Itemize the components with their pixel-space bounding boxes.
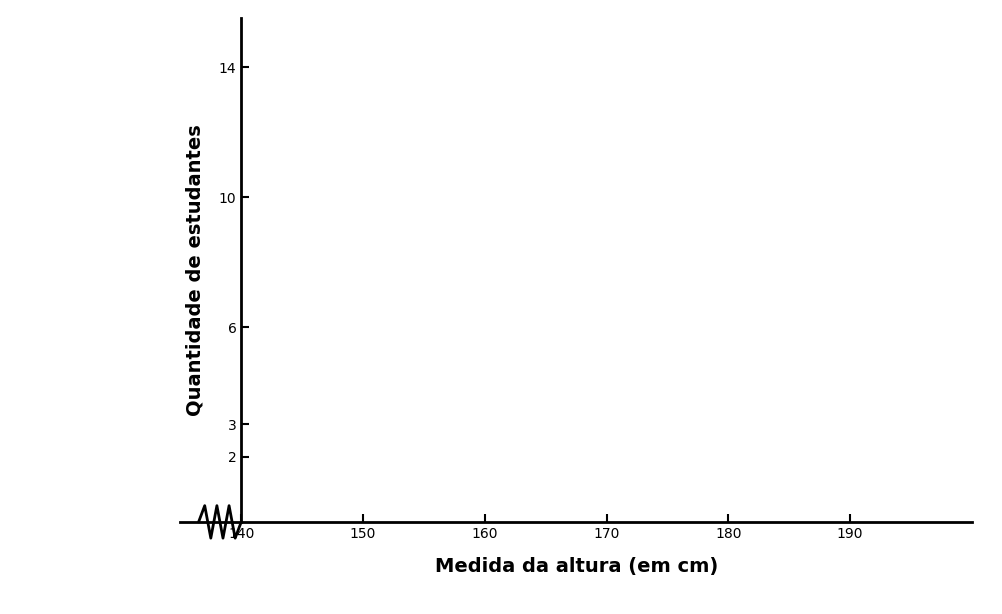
Y-axis label: Quantidade de estudantes: Quantidade de estudantes [186, 124, 204, 416]
X-axis label: Medida da altura (em cm): Medida da altura (em cm) [435, 558, 717, 577]
